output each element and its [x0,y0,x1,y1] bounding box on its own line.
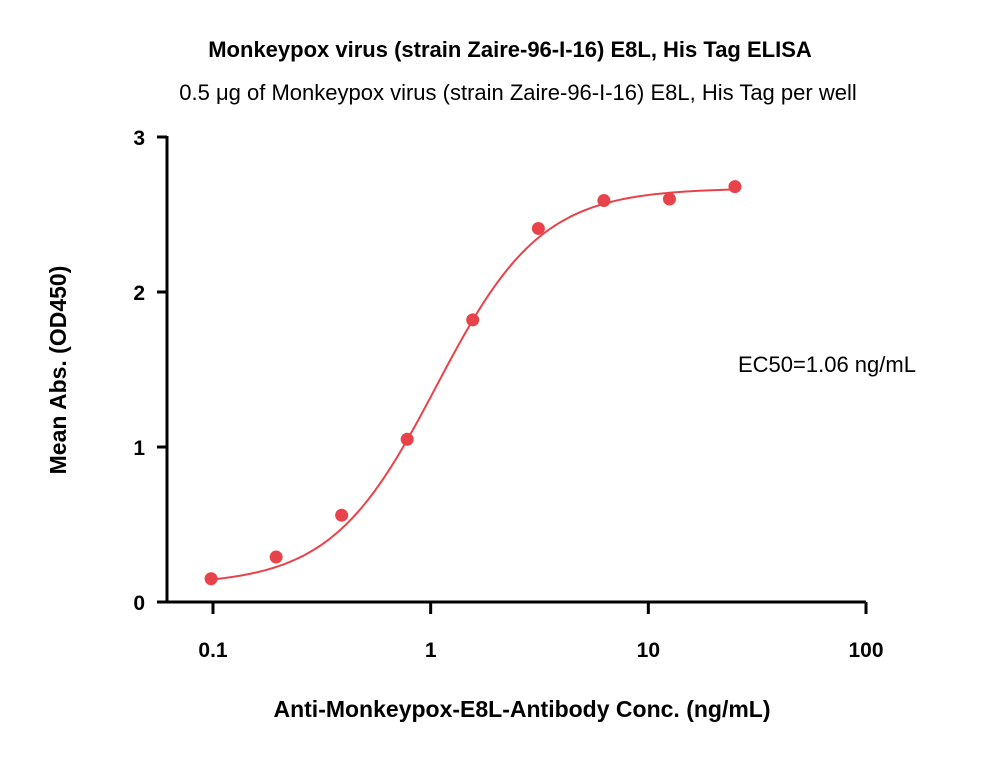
y-tick-label: 0 [133,592,145,615]
data-point [335,508,349,522]
x-ticks: 0.1 1 10 100 [198,602,884,662]
x-tick-label: 10 [637,639,660,662]
x-tick-label: 1 [425,639,437,662]
x-tick-label: 100 [848,639,883,662]
data-point [269,550,283,564]
ec50-annotation: EC50=1.06 ng/mL [738,352,916,377]
y-tick-label: 2 [133,282,145,305]
data-point [400,432,414,446]
data-point [204,572,218,586]
data-points [204,180,742,586]
fit-curve [210,188,735,581]
data-point [531,221,545,235]
x-tick-label: 0.1 [198,639,228,662]
y-ticks: 0 1 2 3 [133,127,167,615]
chart-title: Monkeypox virus (strain Zaire-96-I-16) E… [208,37,812,62]
chart-subtitle: 0.5 μg of Monkeypox virus (strain Zaire-… [179,80,856,105]
y-tick-label: 3 [133,127,145,150]
data-point [466,313,480,327]
data-point [662,192,676,206]
y-axis-label: Mean Abs. (OD450) [45,266,71,475]
y-tick-label: 1 [133,437,145,460]
x-axis-label: Anti-Monkeypox-E8L-Antibody Conc. (ng/mL… [273,696,770,722]
data-point [597,194,611,208]
data-point [728,180,742,194]
